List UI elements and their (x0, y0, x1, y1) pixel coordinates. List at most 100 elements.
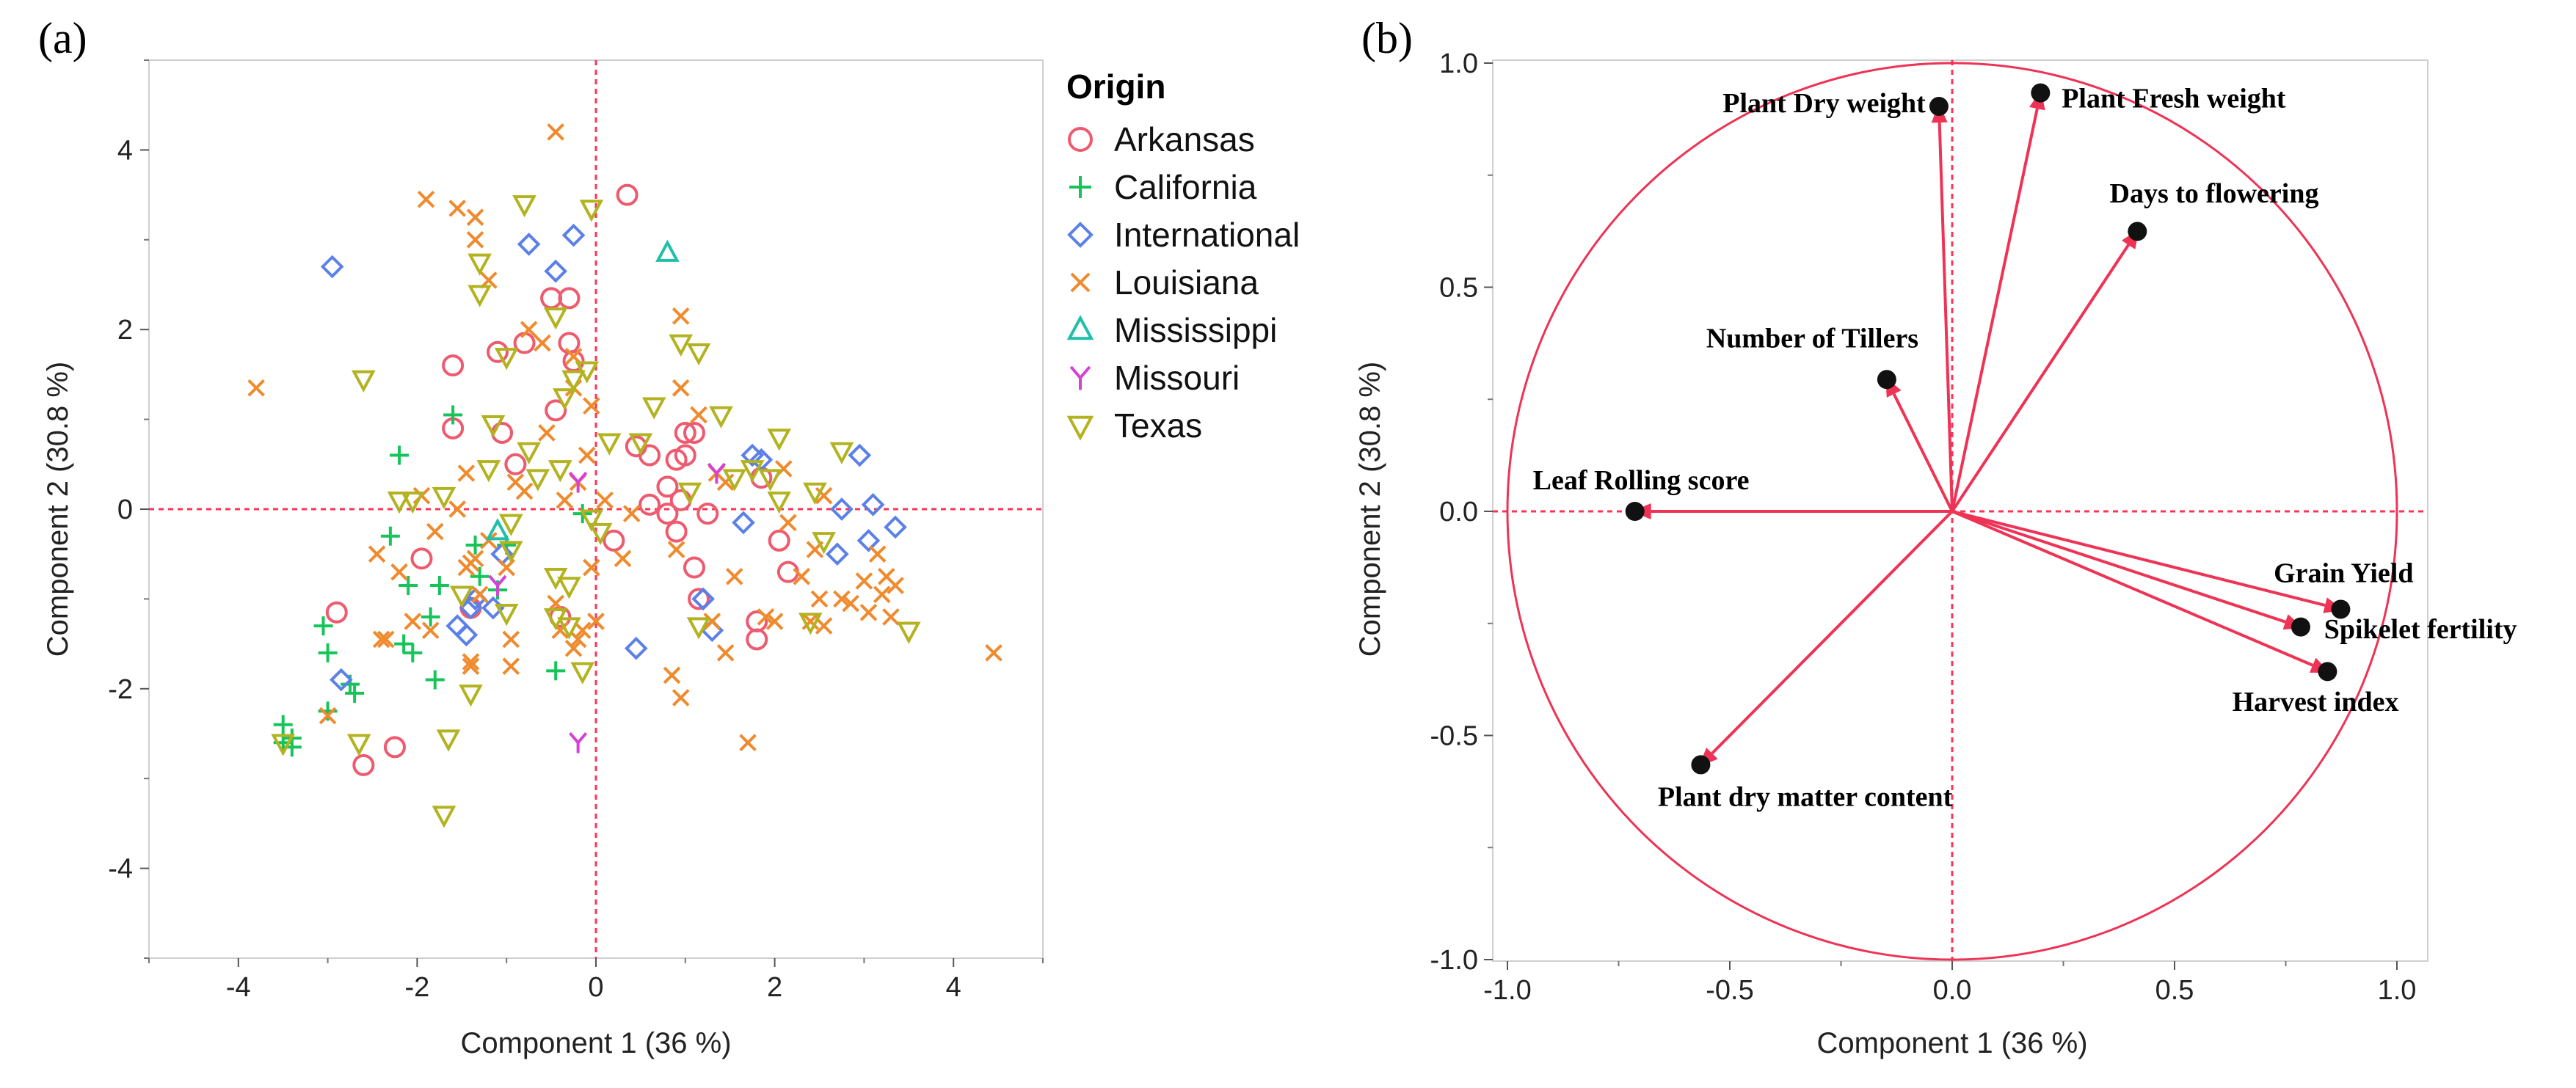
legend-label-arkansas: Arkansas (1114, 120, 1255, 158)
point-louisiana (690, 406, 707, 424)
point-louisiana (421, 621, 440, 640)
panel-a-x-axis-title: Component 1 (36 %) (460, 1027, 731, 1059)
vector-plant-dry-weight: Plant Dry weight (1722, 88, 1954, 512)
point-texas (641, 397, 666, 420)
point-louisiana (725, 567, 743, 585)
vector-endpoint-plant-dry-matter-content (1691, 755, 1711, 775)
panel-b-y-tick-label: 1.0 (1439, 48, 1478, 79)
legend-marker-california (1069, 176, 1091, 198)
point-california (380, 526, 400, 546)
point-california (318, 643, 338, 662)
point-arkansas (688, 588, 710, 610)
point-arkansas (683, 421, 705, 444)
point-texas (740, 460, 765, 483)
panel-b-x-tick-label: 0.0 (1933, 975, 1972, 1006)
point-texas (547, 460, 572, 483)
point-louisiana (667, 541, 685, 558)
vector-line-harvest-index (1951, 510, 2313, 667)
point-texas (432, 806, 456, 828)
point-international (830, 497, 854, 521)
series-texas (271, 195, 921, 828)
point-texas (481, 415, 506, 438)
point-california (273, 715, 293, 734)
point-louisiana (833, 590, 851, 608)
point-texas (709, 406, 733, 428)
point-international (691, 587, 715, 611)
panel-b-y-tick-label: 0.0 (1439, 497, 1478, 527)
point-texas (677, 482, 702, 505)
vector-label-spikelet-fertility: Spikelet fertility (2324, 614, 2517, 645)
vector-line-plant-fresh-weight (1951, 108, 2039, 512)
point-texas (459, 684, 483, 707)
panel-a-y-tick-label: 0 (117, 494, 133, 525)
panel-a-y-tick-label: 2 (117, 315, 133, 346)
point-international (445, 614, 470, 638)
legend-title: Origin (1066, 67, 1165, 106)
legend-label-mississippi: Mississippi (1114, 311, 1277, 349)
point-arkansas (504, 453, 527, 475)
vector-endpoint-number-of-tillers (1877, 370, 1896, 390)
vector-label-plant-dry-weight: Plant Dry weight (1722, 88, 1926, 119)
panel-b-x-tick-label: 0.5 (2155, 975, 2194, 1006)
point-arkansas (603, 529, 625, 552)
legend-label-missouri: Missouri (1114, 359, 1240, 397)
point-louisiana (663, 666, 681, 684)
point-international (459, 596, 483, 620)
vector-endpoint-leaf-rolling-score (1625, 502, 1645, 521)
point-louisiana (448, 500, 467, 518)
legend-label-california: California (1114, 168, 1257, 206)
panel-a-x-tick-label: -4 (226, 972, 251, 1003)
point-international (320, 255, 344, 279)
point-texas (579, 509, 604, 532)
point-arkansas (558, 287, 581, 310)
point-louisiana (372, 630, 390, 649)
vector-endpoint-plant-fresh-weight (2031, 83, 2051, 103)
point-louisiana (457, 464, 476, 482)
panel-a-y-tick-label: -2 (108, 674, 133, 705)
point-texas (767, 428, 792, 451)
point-louisiana (502, 630, 520, 649)
point-louisiana (538, 424, 556, 442)
vector-spikelet-fertility: Spikelet fertility (1951, 510, 2517, 645)
point-texas (557, 577, 581, 599)
vector-number-of-tillers: Number of Tillers (1706, 324, 1954, 512)
point-texas (476, 460, 501, 483)
point-mississippi (485, 518, 510, 541)
point-louisiana (534, 334, 551, 352)
point-louisiana (502, 657, 520, 676)
point-louisiana (842, 594, 859, 613)
point-international (856, 529, 881, 552)
vector-plant-fresh-weight: Plant Fresh weight (1951, 83, 2286, 512)
point-texas (494, 604, 519, 627)
panel-b-x-axis-title: Component 1 (36 %) (1816, 1027, 2087, 1059)
point-international (544, 259, 568, 283)
point-texas (498, 514, 523, 536)
point-louisiana (716, 644, 735, 662)
point-arkansas (638, 493, 661, 516)
point-texas (557, 617, 581, 640)
panel-a-y-tick-label: -4 (108, 854, 133, 885)
point-texas (829, 442, 854, 464)
point-louisiana (810, 590, 829, 608)
point-arkansas (674, 421, 696, 444)
vector-line-spikelet-fertility (1951, 510, 2286, 624)
point-louisiana (462, 657, 480, 676)
point-texas (803, 482, 827, 505)
point-texas (686, 617, 711, 640)
point-california (465, 535, 485, 555)
point-texas (387, 492, 412, 514)
point-louisiana (583, 558, 600, 577)
point-louisiana (614, 550, 632, 568)
point-arkansas (383, 736, 406, 759)
legend-label-texas: Texas (1114, 406, 1202, 445)
panel-b-y-axis-title: Component 2 (30.8 %) (1354, 362, 1386, 657)
point-arkansas (325, 601, 348, 624)
point-louisiana (596, 491, 614, 509)
panel-b-y-tick-label: -1.0 (1430, 945, 1478, 976)
point-mississippi (655, 239, 680, 262)
point-texas (570, 662, 595, 684)
point-arkansas (696, 503, 719, 525)
vector-label-leaf-rolling-score: Leaf Rolling score (1533, 465, 1750, 496)
point-texas (896, 621, 921, 644)
vector-line-days-to-flowering (1951, 244, 2130, 513)
